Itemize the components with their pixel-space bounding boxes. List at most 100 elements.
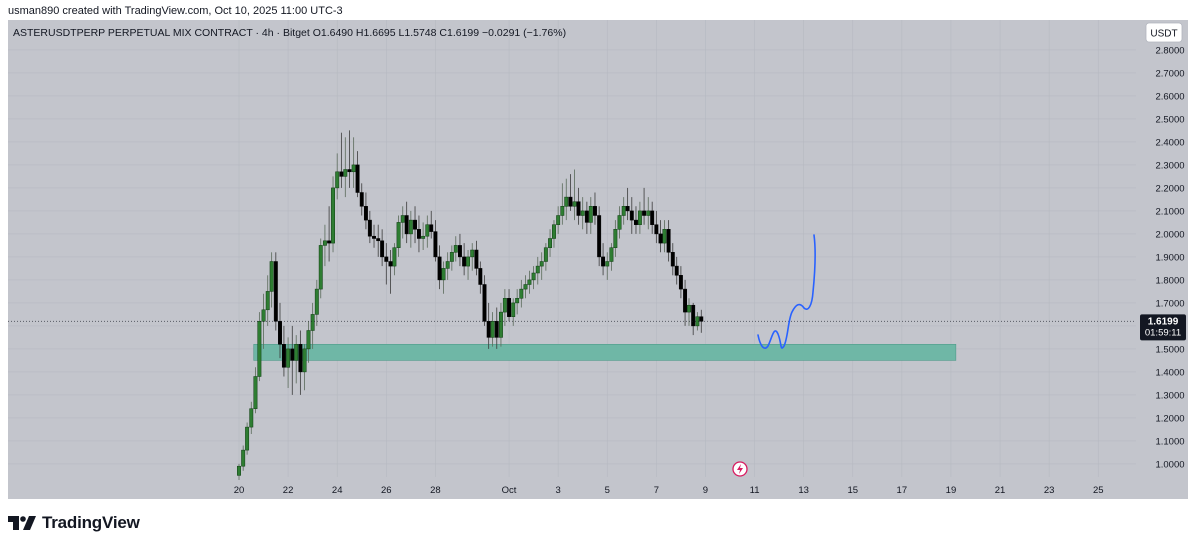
candle-body bbox=[617, 215, 622, 230]
candle-body bbox=[613, 229, 618, 248]
candle-body bbox=[355, 164, 360, 193]
candle bbox=[478, 261, 483, 294]
candle-body bbox=[666, 229, 671, 253]
y-tick-label: 1.5000 bbox=[1155, 344, 1184, 355]
candle bbox=[339, 132, 344, 188]
candle-body bbox=[281, 344, 286, 368]
candle bbox=[658, 220, 663, 253]
candle bbox=[355, 151, 360, 198]
candle-body bbox=[494, 321, 499, 338]
y-tick-label: 2.1000 bbox=[1155, 206, 1184, 217]
candle bbox=[683, 279, 688, 326]
support-zone[interactable] bbox=[253, 343, 957, 361]
candle-body bbox=[278, 321, 282, 345]
candle-body bbox=[670, 252, 675, 267]
candle-body bbox=[245, 426, 250, 451]
candle-body bbox=[646, 210, 651, 216]
y-tick-label: 2.3000 bbox=[1155, 160, 1184, 171]
chart-background bbox=[8, 20, 1188, 499]
candle bbox=[560, 183, 565, 225]
candle bbox=[253, 367, 258, 414]
candle-body bbox=[433, 231, 438, 258]
candle-body bbox=[462, 256, 467, 267]
candle bbox=[417, 215, 421, 253]
candle bbox=[249, 401, 254, 434]
candle-body bbox=[273, 261, 278, 322]
candle bbox=[629, 197, 634, 234]
y-tick-label: 1.7000 bbox=[1155, 298, 1184, 309]
candle-body bbox=[535, 265, 540, 274]
candle-body bbox=[351, 164, 356, 173]
candle-body bbox=[502, 298, 507, 313]
candle-body bbox=[429, 224, 434, 232]
candle-body bbox=[511, 302, 516, 317]
candle-body bbox=[507, 298, 512, 317]
candle-body bbox=[318, 245, 323, 290]
grid bbox=[8, 20, 1136, 477]
x-tick-label: 28 bbox=[430, 485, 441, 496]
time-axis[interactable]: 20 22 24 26 28 Oct 3 5 7 9 11 13 15 17 19 21 23 25 bbox=[234, 485, 1104, 496]
candle bbox=[634, 206, 638, 234]
candle bbox=[241, 445, 246, 471]
candle-body bbox=[658, 233, 663, 244]
candle-body bbox=[425, 224, 430, 237]
x-tick-label: 23 bbox=[1044, 485, 1055, 496]
candle bbox=[331, 176, 335, 253]
candle bbox=[286, 337, 291, 388]
chart-frame[interactable]: ASTERUSDTPERP PERPETUAL MIX CONTRACT · 4… bbox=[8, 20, 1188, 499]
candle bbox=[564, 178, 569, 221]
candle-body bbox=[290, 348, 295, 361]
candle-body bbox=[478, 268, 483, 285]
candle bbox=[421, 222, 426, 250]
candle bbox=[376, 224, 381, 257]
y-tick-label: 1.9000 bbox=[1155, 252, 1184, 263]
x-tick-label: 19 bbox=[946, 485, 957, 496]
y-tick-label: 2.8000 bbox=[1155, 45, 1184, 56]
candle-body bbox=[372, 235, 376, 239]
candle-body bbox=[539, 261, 544, 267]
candle bbox=[654, 210, 659, 244]
y-tick-label: 2.5000 bbox=[1155, 114, 1184, 125]
candle bbox=[474, 240, 479, 276]
candle bbox=[515, 289, 520, 315]
alert-icon[interactable] bbox=[732, 461, 748, 477]
y-tick-label: 2.0000 bbox=[1155, 229, 1184, 240]
candle bbox=[670, 243, 675, 276]
candle bbox=[343, 137, 348, 198]
last-price-badge: 1.6199 01:59:11 bbox=[1140, 314, 1186, 341]
currency-button[interactable]: USDT bbox=[1145, 22, 1183, 43]
candle-body bbox=[257, 321, 262, 377]
candle bbox=[556, 206, 561, 234]
candle-body bbox=[588, 206, 593, 223]
x-tick-label: 7 bbox=[654, 485, 659, 496]
candle-body bbox=[314, 288, 319, 315]
candle bbox=[302, 344, 307, 391]
candles bbox=[237, 130, 704, 480]
candlestick-chart[interactable]: ASTERUSDTPERP PERPETUAL MIX CONTRACT · 4… bbox=[8, 20, 1188, 499]
support-zone-layer[interactable] bbox=[253, 343, 957, 361]
candle bbox=[298, 330, 303, 395]
candle bbox=[281, 325, 286, 377]
candle-body bbox=[621, 206, 626, 216]
candle-body bbox=[556, 215, 561, 225]
candle-body bbox=[560, 206, 565, 216]
candle-body bbox=[572, 201, 577, 207]
candle bbox=[351, 137, 356, 188]
price-axis[interactable]: 1.00001.10001.20001.30001.40001.50001.60… bbox=[1155, 45, 1184, 470]
candle bbox=[511, 298, 516, 326]
candle bbox=[437, 245, 442, 290]
candle-body bbox=[367, 219, 372, 237]
y-tick-label: 1.8000 bbox=[1155, 275, 1184, 286]
candle-body bbox=[306, 330, 311, 350]
y-tick-label: 2.4000 bbox=[1155, 137, 1184, 148]
candle bbox=[621, 197, 626, 225]
x-tick-label: 25 bbox=[1093, 485, 1104, 496]
candle bbox=[502, 289, 507, 326]
projection-drawing[interactable] bbox=[757, 234, 816, 350]
x-tick-label: 24 bbox=[332, 485, 343, 496]
candle bbox=[322, 224, 327, 267]
candle bbox=[237, 463, 241, 480]
candle-body bbox=[404, 215, 409, 235]
symbol-legend[interactable]: ASTERUSDTPERP PERPETUAL MIX CONTRACT · 4… bbox=[13, 27, 566, 39]
candle bbox=[466, 250, 471, 280]
